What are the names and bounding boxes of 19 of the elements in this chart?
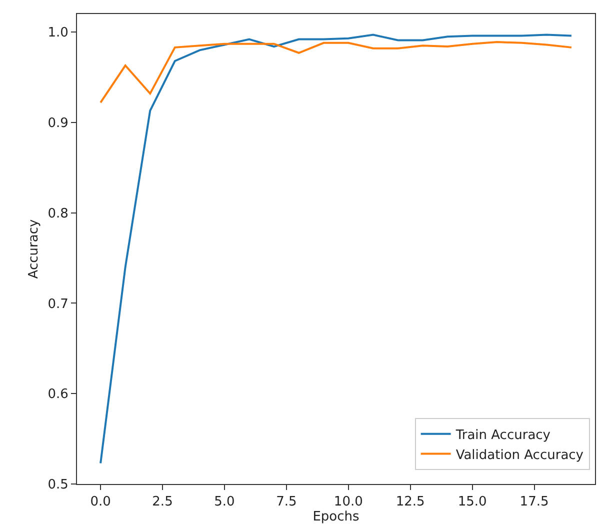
y-tick-label: 0.8 <box>48 206 68 222</box>
x-tick-label: 2.5 <box>152 494 173 510</box>
y-tick-label: 0.6 <box>48 387 68 402</box>
x-tick-label: 10.0 <box>334 494 363 510</box>
y-tick-label: 0.7 <box>48 296 68 312</box>
x-tick-label: 17.5 <box>520 494 549 510</box>
y-tick-label: 0.5 <box>48 478 68 493</box>
x-tick-label: 5.0 <box>214 494 235 510</box>
x-tick-label: 12.5 <box>396 494 425 510</box>
x-tick-label: 7.5 <box>276 494 297 510</box>
x-tick-label: 15.0 <box>458 494 487 510</box>
x-tick-label: 0.0 <box>90 494 111 510</box>
line-series <box>100 41 572 104</box>
x-axis-title: Epochs <box>312 510 360 525</box>
y-axis-title: Accuracy <box>26 219 42 279</box>
legend-label: Validation Accuracy <box>456 448 584 463</box>
y-tick-label: 0.9 <box>48 116 68 132</box>
y-tick-label: 1.0 <box>48 26 68 41</box>
legend-label: Train Accuracy <box>454 428 551 443</box>
